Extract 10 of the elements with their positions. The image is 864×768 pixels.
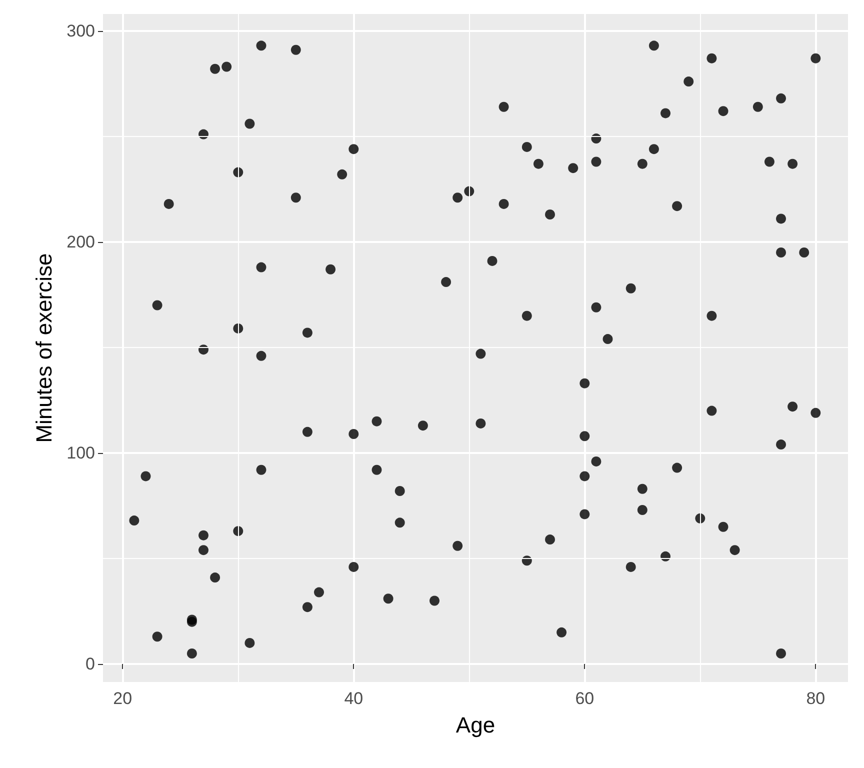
x-tick-label: 80 xyxy=(806,689,826,708)
y-tick-label: 200 xyxy=(66,232,95,252)
y-tick-label: 100 xyxy=(66,444,95,462)
x-tick-label: 40 xyxy=(344,689,364,708)
x-tick-label: 20 xyxy=(113,689,132,708)
x-axis-title: Age xyxy=(456,712,496,738)
x-tick-label: 60 xyxy=(575,689,594,708)
y-tick-label: 300 xyxy=(66,21,95,40)
y-tick-label: 0 xyxy=(86,654,95,674)
y-axis-title: Minutes of exercise xyxy=(32,253,56,443)
